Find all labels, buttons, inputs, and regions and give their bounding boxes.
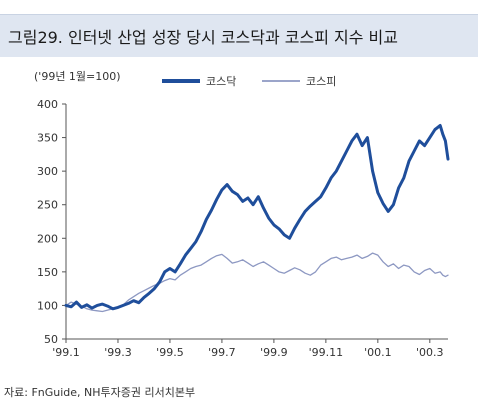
x-axis-tick-labels: '99.1 '99.3 '99.5 '99.7 '99.9 '99.11 '00.1 '00.…	[52, 346, 443, 359]
y-tick-label: 400	[37, 98, 58, 111]
x-tick-label: '99.11	[309, 346, 344, 359]
title-bar: 그림29. 인터넷 산업 성장 당시 코스닥과 코스피 지수 비교	[0, 14, 478, 57]
y-tick-label: 150	[37, 266, 58, 279]
series-line	[64, 124, 450, 311]
x-tick-label: '99.3	[104, 346, 132, 359]
y-tick-label: 300	[37, 165, 58, 178]
legend-label: 코스피	[306, 75, 336, 88]
line-chart: ('99년 1월=100) 코스닥 코스피 50 100 150 200 250 300 35…	[34, 70, 450, 359]
legend-label: 코스닥	[206, 75, 236, 88]
x-tick-label: '99.9	[260, 346, 288, 359]
x-tick-label: '00.1	[364, 346, 392, 359]
x-tick-label: '99.5	[156, 346, 184, 359]
series-line	[65, 252, 449, 313]
axes	[62, 103, 448, 343]
y-tick-label: 250	[37, 199, 58, 212]
series-layer	[64, 124, 450, 313]
y-tick-label: 200	[37, 232, 58, 245]
y-tick-label: 350	[37, 132, 58, 145]
x-tick-label: '99.1	[52, 346, 80, 359]
chart-title: 그림29. 인터넷 산업 성장 당시 코스닥과 코스피 지수 비교	[8, 28, 398, 47]
x-tick-label: '00.3	[416, 346, 444, 359]
x-tick-label: '99.7	[208, 346, 236, 359]
source-note: 자료: FnGuide, NH투자증권 리서치본부	[4, 386, 196, 399]
unit-label: ('99년 1월=100)	[34, 70, 121, 83]
y-tick-label: 100	[37, 299, 58, 312]
y-axis-tick-labels: 50 100 150 200 250 300 350 400	[37, 98, 58, 346]
legend: 코스닥 코스피	[162, 75, 336, 88]
y-tick-label: 50	[44, 333, 58, 346]
